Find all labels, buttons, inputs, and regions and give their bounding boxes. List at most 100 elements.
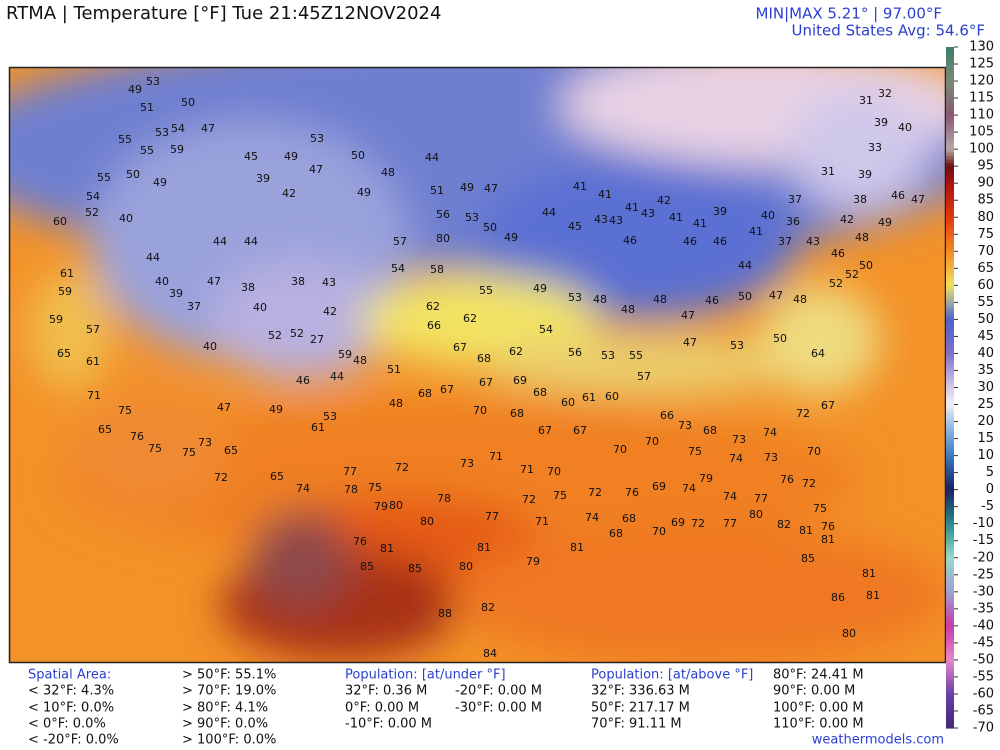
colorbar-segment	[946, 237, 954, 242]
colorbar-segment	[946, 554, 954, 559]
temperature-label: 73	[460, 457, 474, 470]
colorbar-segment	[946, 465, 954, 470]
colorbar-segment	[946, 663, 954, 668]
colorbar-segment	[946, 155, 954, 160]
temperature-label: 75	[368, 481, 382, 494]
colorbar-segment	[946, 132, 954, 137]
colorbar-segment	[946, 506, 954, 511]
colorbar-segment	[946, 81, 954, 86]
temperature-label: 47	[683, 336, 697, 349]
temperature-label: 50	[351, 149, 365, 162]
population-stat: 0°F: 0.00 M	[345, 701, 419, 716]
colorbar-segment	[946, 207, 954, 212]
temperature-label: 57	[637, 370, 651, 383]
colorbar-segment	[946, 111, 954, 116]
temperature-label: 62	[509, 345, 523, 358]
colorbar-segment	[946, 162, 954, 167]
colorbar-segment	[946, 687, 954, 692]
temperature-label: 72	[214, 471, 228, 484]
temperature-label: 44	[244, 235, 258, 248]
temperature-label: 60	[561, 396, 575, 409]
colorbar-segment	[946, 544, 954, 549]
colorbar-segment	[946, 516, 954, 521]
colorbar-segment	[946, 166, 954, 171]
colorbar-segment	[946, 220, 954, 225]
colorbar-segment	[946, 210, 954, 215]
temperature-label: 49	[153, 176, 167, 189]
temperature-label: 40	[898, 121, 912, 134]
temperature-label: 61	[86, 355, 100, 368]
temperature-label: 49	[533, 282, 547, 295]
temperature-label: 55	[97, 171, 111, 184]
temperature-label: 53	[310, 132, 324, 145]
temperature-label: 45	[568, 220, 582, 233]
temperature-label: 37	[788, 193, 802, 206]
spatial-stat: < 10°F: 0.0%	[28, 701, 114, 716]
colorbar-segment	[946, 632, 954, 637]
colorbar-segment	[946, 377, 954, 382]
colorbar-segment	[946, 397, 954, 402]
temperature-label: 70	[807, 445, 821, 458]
colorbar-segment	[946, 700, 954, 705]
colorbar-segment	[946, 370, 954, 375]
temperature-label: 81	[866, 589, 880, 602]
temperature-label: 79	[526, 555, 540, 568]
temperature-label: 77	[485, 510, 499, 523]
temperature-label: 55	[479, 284, 493, 297]
colorbar-segment	[946, 710, 954, 715]
colorbar-segment	[946, 203, 954, 208]
colorbar-segment	[946, 336, 954, 341]
colorbar-segment	[946, 241, 954, 246]
temperature-label: 68	[703, 424, 717, 437]
temperature-label: 54	[539, 323, 553, 336]
colorbar-tick-label: 70	[977, 244, 994, 259]
temperature-label: 80	[842, 627, 856, 640]
colorbar-segment	[946, 356, 954, 361]
colorbar-segment	[946, 251, 954, 256]
temperature-label: 38	[241, 281, 255, 294]
colorbar-segment	[946, 462, 954, 467]
temperature-label: 56	[436, 208, 450, 221]
population-stat: 50°F: 217.17 M	[591, 701, 690, 716]
colorbar-segment	[946, 459, 954, 464]
temperature-label: 68	[510, 407, 524, 420]
colorbar-segment	[946, 605, 954, 610]
colorbar-segment	[946, 571, 954, 576]
temperature-label: 47	[201, 122, 215, 135]
temperature-label: 48	[855, 231, 869, 244]
temperature-label: 44	[542, 206, 556, 219]
colorbar-tick-label: -50	[973, 652, 994, 667]
colorbar-segment	[946, 258, 954, 263]
spatial-stat: > 90°F: 0.0%	[182, 717, 268, 732]
colorbar-segment	[946, 704, 954, 709]
footer: Spatial Area:< 32°F: 4.3% < 10°F: 0.0%< 0…	[28, 668, 944, 748]
temperature-label: 85	[360, 560, 374, 573]
colorbar-segment	[946, 319, 954, 324]
map-frame	[8, 66, 947, 664]
colorbar-segment	[946, 373, 954, 378]
colorbar-tick-label: 110	[969, 108, 994, 123]
temperature-label: 66	[660, 409, 674, 422]
temperature-label: 67	[453, 341, 467, 354]
colorbar-segment	[946, 292, 954, 297]
temperature-label: 33	[868, 141, 882, 154]
colorbar-segment	[946, 213, 954, 218]
colorbar-segment	[946, 547, 954, 552]
temperature-label: 44	[738, 259, 752, 272]
colorbar-tick-label: -55	[973, 669, 994, 684]
colorbar-segment	[946, 353, 954, 358]
colorbar-tick-label: -5	[981, 499, 994, 514]
colorbar-segment	[946, 693, 954, 698]
colorbar-tick-label: -40	[973, 618, 994, 633]
colorbar-segment	[946, 57, 954, 62]
colorbar-segment	[946, 159, 954, 164]
colorbar-segment	[946, 612, 954, 617]
temperature-label: 77	[754, 492, 768, 505]
colorbar-segment	[946, 285, 954, 290]
colorbar-tick-label: 0	[986, 482, 994, 497]
colorbar-segment	[946, 445, 954, 450]
colorbar-segment	[946, 448, 954, 453]
temperature-label: 48	[353, 354, 367, 367]
colorbar-tick-label: 20	[977, 414, 994, 429]
temperature-label: 52	[85, 206, 99, 219]
